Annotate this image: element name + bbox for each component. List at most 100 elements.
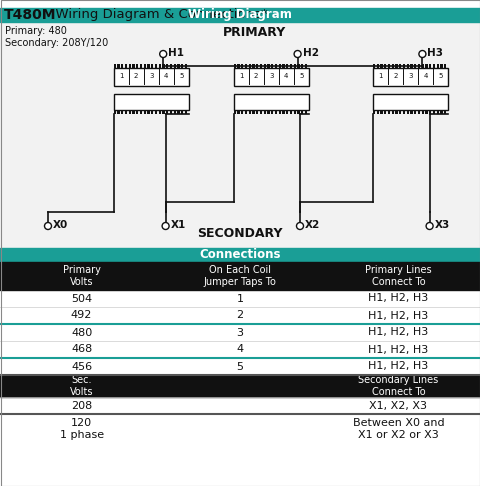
Bar	[392, 64, 394, 68]
Bar	[241, 110, 243, 114]
Bar	[181, 110, 183, 114]
Bar	[181, 64, 183, 68]
Bar	[414, 110, 416, 114]
Bar	[286, 64, 288, 68]
Bar	[238, 110, 240, 114]
Text: Wiring Diagram: Wiring Diagram	[188, 8, 292, 21]
Bar	[114, 68, 189, 86]
Bar	[377, 64, 379, 68]
Text: Secondary Lines
Connect To: Secondary Lines Connect To	[358, 375, 439, 397]
Bar	[384, 64, 386, 68]
Bar	[290, 64, 292, 68]
Bar	[132, 110, 135, 114]
Bar	[294, 110, 296, 114]
Bar	[125, 110, 127, 114]
Bar	[147, 110, 150, 114]
Bar	[429, 64, 432, 68]
Text: 504: 504	[71, 294, 92, 303]
Bar	[121, 110, 123, 114]
Bar	[245, 64, 247, 68]
Bar	[159, 110, 161, 114]
Text: X1, X2, X3: X1, X2, X3	[370, 400, 427, 411]
Bar	[396, 110, 397, 114]
Bar	[410, 64, 413, 68]
Bar	[392, 110, 394, 114]
Bar	[155, 64, 157, 68]
Bar	[305, 110, 307, 114]
Bar	[418, 64, 420, 68]
Text: X1: X1	[170, 220, 186, 230]
Bar	[264, 64, 266, 68]
Text: 492: 492	[71, 311, 92, 320]
Bar	[0, 262, 480, 290]
Text: H1, H2, H3: H1, H2, H3	[368, 328, 429, 337]
Bar	[373, 64, 375, 68]
Text: 5: 5	[299, 73, 303, 79]
Bar	[155, 110, 157, 114]
Bar	[0, 358, 480, 375]
Text: Sec.
Volts: Sec. Volts	[70, 375, 93, 397]
Text: 2: 2	[237, 311, 243, 320]
Bar	[380, 110, 383, 114]
Bar	[238, 64, 240, 68]
Bar	[234, 64, 236, 68]
Text: 3: 3	[269, 73, 274, 79]
Bar	[279, 64, 281, 68]
Bar	[429, 110, 432, 114]
Text: On Each Coil
Jumper Taps To: On Each Coil Jumper Taps To	[204, 265, 276, 287]
Bar	[399, 110, 401, 114]
Text: 3: 3	[408, 73, 413, 79]
Bar	[118, 64, 120, 68]
Text: 208: 208	[71, 400, 92, 411]
Bar	[441, 64, 443, 68]
Bar	[421, 110, 424, 114]
Bar	[151, 64, 154, 68]
Text: PRIMARY: PRIMARY	[223, 26, 286, 39]
Bar	[166, 110, 168, 114]
Bar	[301, 64, 303, 68]
Text: 5: 5	[438, 73, 443, 79]
Text: 468: 468	[71, 345, 92, 354]
Bar	[129, 64, 131, 68]
Bar	[234, 68, 309, 86]
Bar	[0, 414, 480, 444]
Bar	[275, 64, 277, 68]
Circle shape	[297, 223, 303, 229]
Text: 4: 4	[164, 73, 168, 79]
Bar	[441, 110, 443, 114]
Bar	[0, 248, 480, 262]
Bar	[373, 94, 448, 110]
Bar	[174, 110, 176, 114]
Text: Wiring Diagram & Connections*: Wiring Diagram & Connections*	[47, 8, 268, 21]
Bar	[125, 64, 127, 68]
Text: 4: 4	[284, 73, 288, 79]
Bar	[267, 110, 270, 114]
Bar	[0, 8, 480, 22]
Bar	[178, 64, 180, 68]
Text: 3: 3	[149, 73, 154, 79]
Bar	[425, 64, 428, 68]
Text: Primary Lines
Connect To: Primary Lines Connect To	[365, 265, 432, 287]
Text: 120
1 phase: 120 1 phase	[60, 418, 104, 440]
Bar	[162, 110, 165, 114]
Bar	[144, 64, 146, 68]
Circle shape	[426, 223, 433, 229]
Text: 1: 1	[378, 73, 383, 79]
Bar	[418, 110, 420, 114]
Bar	[114, 64, 116, 68]
Text: H2: H2	[302, 48, 319, 58]
Bar	[388, 64, 390, 68]
Bar	[407, 64, 409, 68]
Text: 1: 1	[237, 294, 243, 303]
Text: 5: 5	[237, 362, 243, 371]
Bar	[403, 110, 405, 114]
Text: 4: 4	[237, 345, 243, 354]
Bar	[151, 110, 154, 114]
Circle shape	[162, 223, 169, 229]
Bar	[121, 64, 123, 68]
Bar	[0, 324, 480, 341]
Bar	[298, 64, 300, 68]
Bar	[256, 110, 258, 114]
Bar	[0, 397, 480, 414]
Bar	[433, 110, 435, 114]
